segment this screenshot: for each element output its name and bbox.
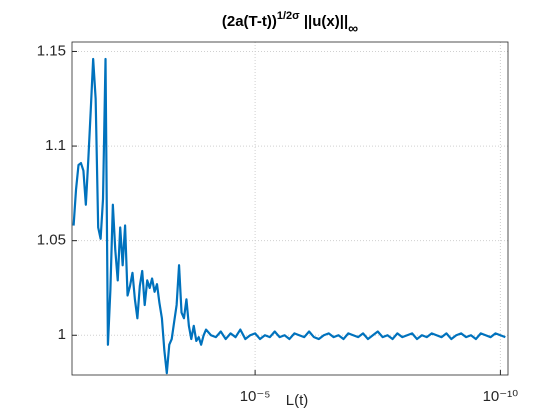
x-tick-label: 10⁻¹⁰ <box>483 388 519 405</box>
y-tick-label: 1.1 <box>45 137 66 154</box>
data-line <box>72 57 506 375</box>
title-part: ||u(x)|| <box>300 13 348 30</box>
chart-title: (2a(T-t))1/2σ ||u(x)||∞ <box>222 10 358 36</box>
title-superscript: 1/2σ <box>277 10 300 22</box>
axes-box <box>71 41 509 376</box>
x-axis-label: L(t) <box>286 392 309 409</box>
x-tick-label: 10⁻⁵ <box>240 388 271 405</box>
y-tick-label: 1 <box>58 326 66 343</box>
plot-area <box>72 42 508 375</box>
y-tick-label: 1.15 <box>37 42 66 59</box>
title-part: (2a(T-t)) <box>222 13 277 30</box>
title-subscript: ∞ <box>348 20 358 36</box>
y-tick-label: 1.05 <box>37 232 66 249</box>
